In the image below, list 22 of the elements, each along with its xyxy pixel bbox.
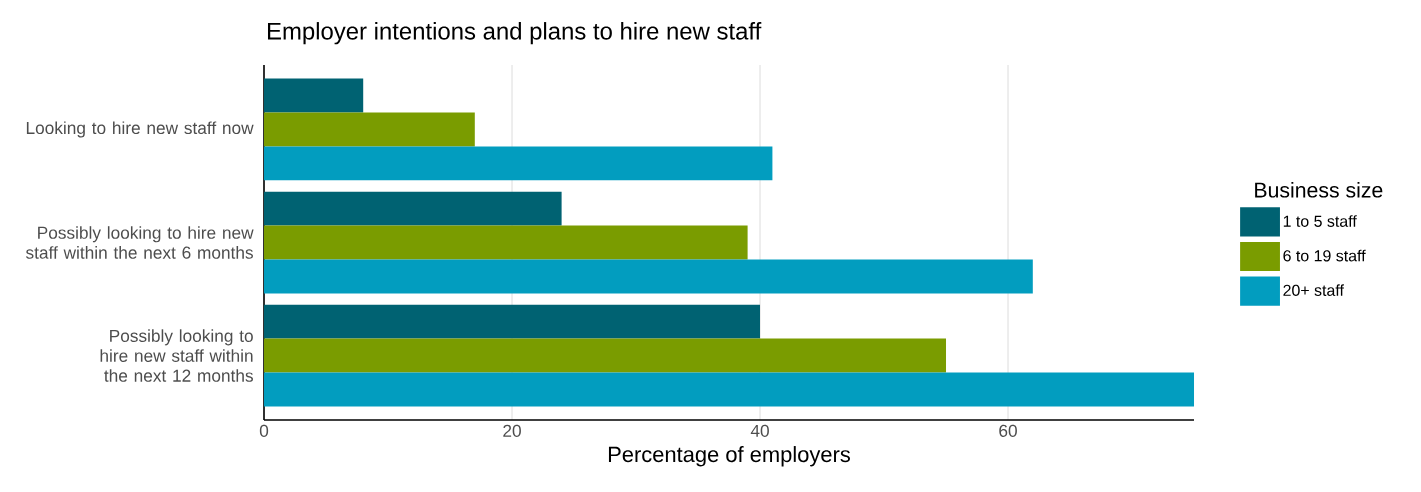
bar	[264, 372, 1195, 407]
bar	[264, 191, 562, 226]
legend-label: 6 to 19 staff	[1283, 249, 1366, 262]
y-tick-label: Looking to hire new staff now	[26, 121, 254, 138]
x-tick-label: 0	[259, 424, 269, 437]
bar	[264, 304, 761, 339]
x-tick-label: 40	[750, 424, 769, 437]
bar	[264, 338, 947, 373]
bar	[264, 112, 475, 147]
x-axis-title: Percentage of employers	[608, 446, 850, 467]
bar	[264, 146, 773, 181]
chart-title: Employer intentions and plans to hire new staff	[267, 22, 762, 45]
bar	[264, 78, 364, 113]
legend-title: Business size	[1255, 182, 1383, 198]
y-tick-label: Possibly looking to hire new staff within the next 6 months	[25, 226, 254, 259]
x-tick-label: 20	[503, 424, 521, 437]
y-tick-label: Possibly looking to hire new staff within the next 12 months	[100, 329, 253, 382]
bar	[264, 259, 1033, 294]
bar	[264, 225, 748, 260]
legend-label: 20+ staff	[1283, 284, 1344, 296]
x-tick-label: 60	[999, 424, 1017, 437]
legend-label: 1 to 5 staff	[1283, 215, 1357, 227]
